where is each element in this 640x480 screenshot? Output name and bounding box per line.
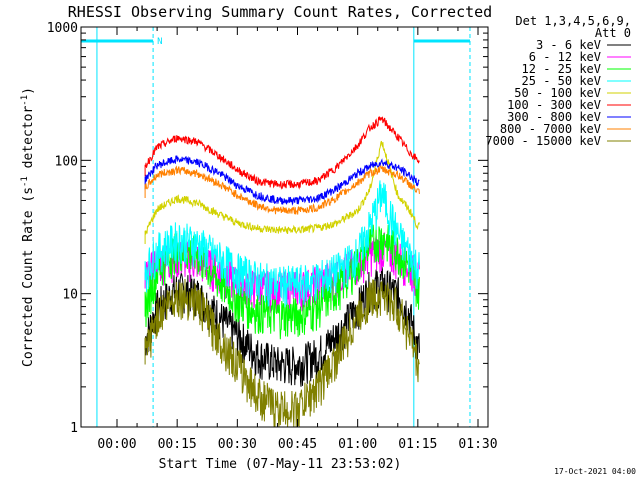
y-axis: 1 10 100 1000 bbox=[47, 21, 488, 436]
y-axis-label-part1: Corrected Count Rate (s bbox=[21, 187, 36, 367]
y-axis-label: Corrected Count Rate (s-1 detector-1) bbox=[20, 87, 36, 367]
series-line bbox=[144, 116, 420, 190]
y-axis-label-part2: detector bbox=[21, 106, 36, 177]
legend-header-attenuator: Att 0 bbox=[595, 26, 631, 40]
x-tick-label: 01:15 bbox=[398, 437, 437, 452]
plot-frame bbox=[80, 26, 489, 428]
footer-timestamp: 17-Oct-2021 04:00 bbox=[554, 467, 636, 476]
night-markers: N bbox=[81, 27, 471, 427]
x-tick-label: 01:30 bbox=[458, 437, 497, 452]
series-line bbox=[144, 224, 420, 340]
legend-label: 300 - 800 keV bbox=[507, 110, 601, 124]
y-tick-label: 100 bbox=[55, 154, 78, 169]
y-axis-label-sup1: -1 bbox=[20, 176, 30, 187]
legend-label: 12 - 25 keV bbox=[522, 62, 601, 76]
x-tick-label: 00:00 bbox=[97, 437, 136, 452]
legend-label: 50 - 100 keV bbox=[514, 86, 601, 100]
series-line bbox=[144, 155, 420, 206]
legend-label: 25 - 50 keV bbox=[522, 74, 601, 88]
y-axis-label-sup2: -1 bbox=[20, 95, 30, 106]
chart-title: RHESSI Observing Summary Count Rates, Co… bbox=[68, 3, 492, 21]
legend-label: 3 - 6 keV bbox=[536, 38, 601, 52]
series-line bbox=[144, 165, 420, 215]
series-layer bbox=[144, 116, 420, 428]
series-line bbox=[144, 278, 420, 428]
y-axis-label-part3: ) bbox=[21, 87, 36, 95]
legend-label: 100 - 300 keV bbox=[507, 98, 601, 112]
legend-label: 6 - 12 keV bbox=[529, 50, 601, 64]
x-axis-label: Start Time (07-May-11 23:53:02) bbox=[159, 457, 402, 472]
legend-header-detectors: Det 1,3,4,5,6,9, bbox=[515, 14, 631, 28]
series-line bbox=[144, 180, 420, 308]
night-label: N bbox=[157, 37, 162, 47]
x-tick-label: 01:00 bbox=[338, 437, 377, 452]
y-tick-label: 1000 bbox=[47, 21, 78, 36]
y-tick-label: 10 bbox=[62, 288, 78, 303]
x-axis: 00:00 00:15 00:30 00:45 01:00 01:15 01:30 bbox=[97, 27, 498, 452]
legend-label: 7000 - 15000 keV bbox=[485, 134, 601, 148]
x-tick-label: 00:15 bbox=[158, 437, 197, 452]
legend-label: 800 - 7000 keV bbox=[500, 122, 601, 136]
x-tick-label: 00:30 bbox=[218, 437, 257, 452]
x-tick-label: 00:45 bbox=[278, 437, 317, 452]
y-tick-label: 1 bbox=[70, 421, 78, 436]
